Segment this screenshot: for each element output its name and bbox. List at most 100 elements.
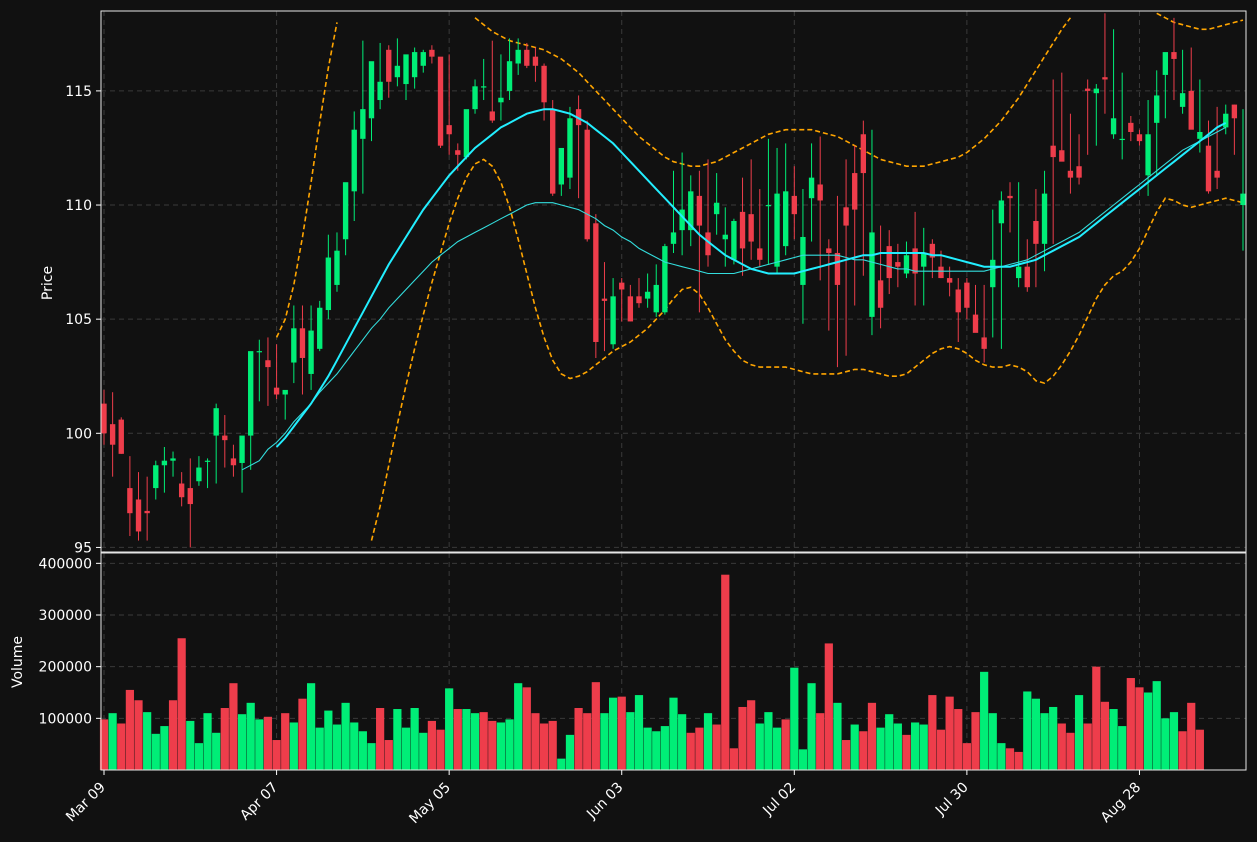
volume-bar — [772, 727, 782, 770]
volume-bar — [1092, 666, 1101, 770]
candle-body — [903, 255, 910, 274]
candle-body — [1145, 134, 1151, 176]
volume-bar — [1187, 702, 1196, 770]
volume-bar — [367, 743, 376, 770]
volume-bar — [678, 714, 687, 770]
candle-body — [222, 435, 228, 441]
candle-body — [1067, 170, 1074, 178]
volume-bar — [1100, 701, 1110, 770]
candle-body — [1059, 150, 1065, 162]
volume-bar — [729, 748, 739, 770]
volume-bar — [626, 712, 635, 770]
volume-bar — [341, 702, 350, 770]
volume-bar — [893, 723, 902, 770]
candle-body — [929, 243, 936, 258]
candle-body — [472, 86, 478, 110]
price-panel-frame — [100, 10, 1247, 553]
volume-bar — [686, 732, 695, 770]
volume-bar — [548, 720, 557, 770]
candle-body — [636, 296, 642, 304]
volume-bar — [393, 709, 402, 770]
volume-bar — [790, 667, 799, 770]
volume-bar — [410, 708, 419, 770]
volume-bar — [980, 671, 989, 770]
candle-body — [515, 49, 521, 64]
candle-body — [420, 52, 426, 66]
volume-bar — [194, 743, 204, 770]
candle-body — [1033, 221, 1039, 244]
volume-bar — [488, 720, 497, 770]
candle-body — [990, 259, 996, 288]
volume-bar — [229, 683, 238, 770]
volume-bar — [306, 683, 316, 770]
volume-bar — [798, 749, 808, 770]
candle-body — [524, 49, 530, 66]
candle-body — [843, 207, 849, 226]
candle-body — [860, 134, 867, 174]
price-y-axis: 95 100 105 110 115 — [65, 84, 101, 556]
volume-bar — [660, 726, 669, 770]
volume-bar — [462, 709, 471, 770]
bollinger-lower-line — [370, 158, 1244, 541]
volume-bar — [816, 713, 825, 770]
volume-bar — [565, 734, 575, 770]
candle-body — [437, 56, 444, 146]
candle-body — [1007, 195, 1013, 199]
candle-body — [670, 232, 677, 244]
candle-body — [1179, 93, 1186, 107]
candle-body — [239, 435, 245, 463]
volume-bar — [177, 638, 186, 770]
price-tick-label: 95 — [74, 540, 92, 556]
volume-bar — [583, 713, 592, 770]
price-tick-label: 115 — [65, 84, 92, 100]
volume-bar — [1066, 732, 1075, 770]
volume-bar — [168, 700, 178, 770]
volume-bar — [1023, 691, 1032, 770]
volume-bar — [332, 724, 342, 770]
candle-body — [1136, 134, 1143, 142]
candle-body — [852, 173, 858, 210]
candle-body — [705, 232, 711, 256]
volume-bar — [108, 713, 117, 770]
volume-bar — [945, 696, 954, 770]
volume-bar — [703, 713, 713, 770]
candle-body — [204, 460, 211, 462]
volume-bar — [885, 714, 894, 770]
candle-body — [1093, 88, 1099, 94]
volume-tick-label: 200000 — [39, 660, 92, 676]
bollinger-bands — [275, 12, 1244, 541]
volume-bar — [324, 710, 333, 770]
candle-body — [170, 458, 176, 461]
volume-bar — [1161, 718, 1170, 770]
volume-bar — [246, 702, 255, 770]
candle-body — [964, 282, 970, 308]
ma-slow-line — [275, 108, 1227, 448]
volume-bar — [936, 729, 946, 770]
volume-bar — [1109, 709, 1118, 770]
candle-body — [489, 111, 495, 121]
candle-body — [912, 248, 918, 274]
candle-body — [1223, 113, 1229, 128]
candle-body — [109, 424, 116, 445]
volume-bar — [281, 713, 290, 770]
volume-bar — [1083, 723, 1092, 770]
volume-tick-label: 400000 — [39, 556, 92, 572]
candle-body — [644, 291, 651, 299]
candle-body — [351, 129, 357, 192]
volume-bar — [496, 722, 506, 770]
candle-body — [1041, 193, 1048, 244]
volume-bar — [1152, 681, 1161, 770]
candle-body — [256, 351, 262, 353]
candle-body — [1085, 88, 1091, 91]
candle-body — [808, 177, 815, 199]
volume-bar — [1126, 678, 1135, 770]
volume-bar — [186, 720, 195, 770]
candle-body — [325, 257, 332, 311]
volume-bar — [557, 758, 566, 770]
candle-body — [532, 56, 539, 66]
volume-axis-label: Volume — [10, 636, 26, 688]
candle-body — [1171, 52, 1177, 59]
volume-bar — [522, 687, 531, 770]
volume-bar — [962, 743, 971, 770]
